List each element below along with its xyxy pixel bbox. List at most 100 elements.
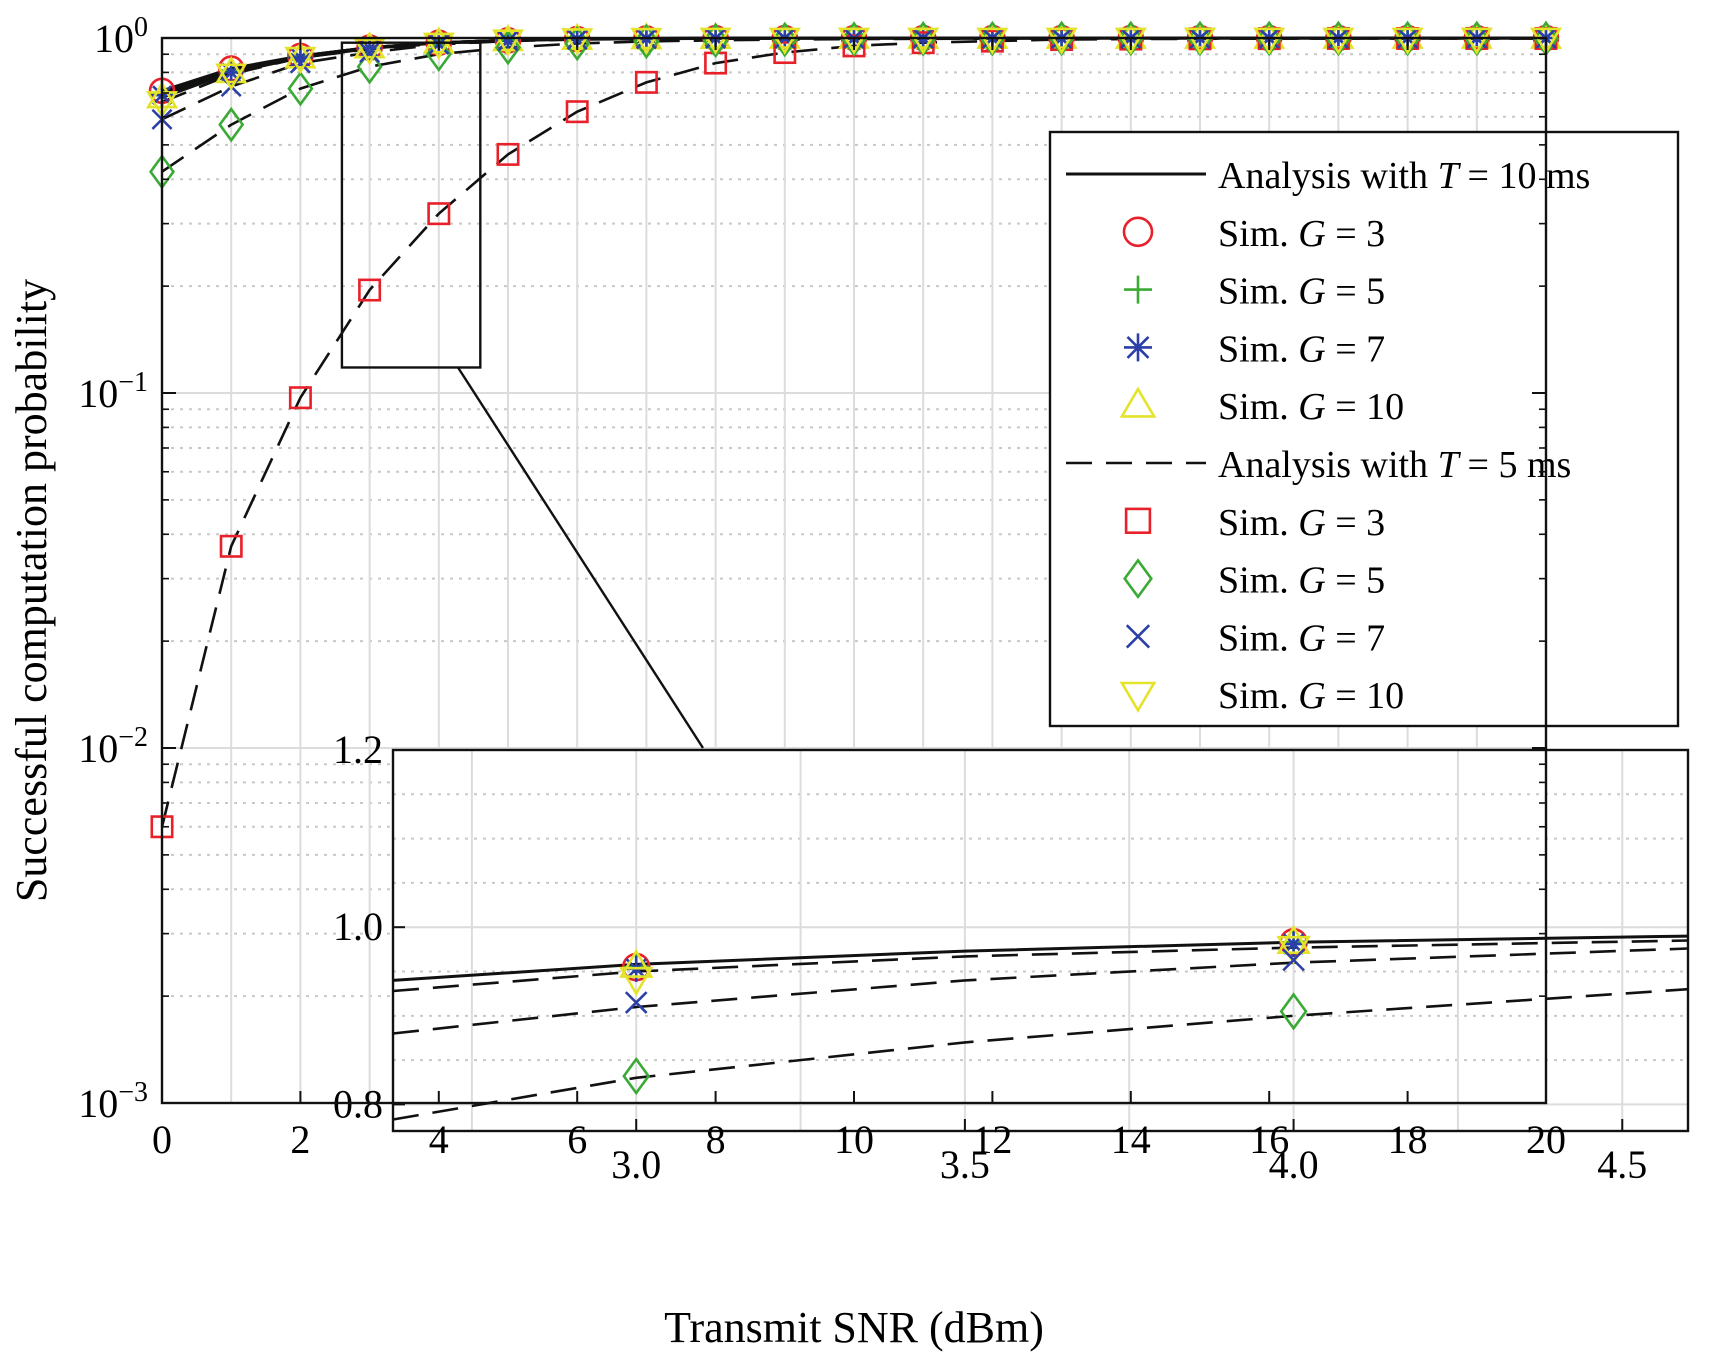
x-axis-label: Transmit SNR (dBm) <box>664 1303 1044 1352</box>
legend-label: Sim. G = 7 <box>1218 328 1385 370</box>
inset-frame <box>391 748 1690 1133</box>
marker-asterisk <box>1124 333 1152 362</box>
inset-curve <box>392 934 1689 982</box>
marker-triangle-up <box>1183 21 1217 49</box>
y-tick-label: 100 <box>94 12 148 61</box>
marker-x <box>497 30 519 52</box>
x-tick-label: 14 <box>1111 1117 1151 1162</box>
marker-triangle-up <box>422 26 455 54</box>
marker-triangle-down <box>491 29 525 57</box>
inset-y-tick-label: 1.0 <box>333 904 383 949</box>
marker-triangle-down <box>1322 27 1355 55</box>
marker-square <box>565 100 589 124</box>
marker-triangle-up <box>1119 386 1157 418</box>
marker-triangle-down <box>1045 27 1078 55</box>
legend-label: Analysis with T = 5 ms <box>1218 444 1571 486</box>
marker-asterisk <box>219 60 244 85</box>
x-tick-label: 0 <box>152 1117 172 1162</box>
marker-triangle-up <box>618 948 654 978</box>
marker-triangle-down <box>561 28 594 56</box>
marker-x <box>1125 624 1151 649</box>
marker-square <box>1124 507 1152 534</box>
marker-x <box>359 42 381 64</box>
marker-triangle-up <box>907 21 940 49</box>
marker-square <box>358 278 382 302</box>
marker-triangle-up <box>215 56 248 84</box>
x-tick-label: 8 <box>706 1117 726 1162</box>
x-tick-label: 2 <box>290 1117 310 1162</box>
marker-asterisk <box>288 45 313 70</box>
inset-curve <box>392 939 1689 993</box>
marker-triangle-down <box>976 27 1009 55</box>
inset-y-tick-label: 1.2 <box>333 727 383 772</box>
marker-diamond <box>1123 558 1153 600</box>
marker-diamond <box>425 36 452 73</box>
marker-square <box>427 202 451 226</box>
y-axis-label: Successful computation probability <box>7 279 56 902</box>
inset-curve <box>392 947 1689 1035</box>
marker-triangle-down <box>422 32 455 60</box>
marker-diamond <box>702 22 729 59</box>
x-tick-label: 18 <box>1388 1117 1428 1162</box>
marker-triangle-down <box>1253 27 1286 55</box>
inset-curve <box>392 987 1689 1121</box>
legend-label: Sim. G = 10 <box>1218 386 1404 428</box>
marker-triangle-down <box>1114 27 1147 55</box>
x-tick-label: 6 <box>567 1117 587 1162</box>
marker-triangle-down <box>618 966 654 997</box>
zoom-indicator <box>340 41 705 749</box>
marker-triangle-up <box>1276 924 1311 954</box>
marker-triangle-down <box>1276 935 1311 966</box>
inset-x-tick-label: 4.0 <box>1269 1142 1319 1187</box>
legend-label: Sim. G = 3 <box>1218 213 1385 255</box>
marker-square <box>219 534 243 558</box>
marker-plus <box>1124 275 1152 304</box>
inset-x-tick-label: 3.0 <box>611 1142 661 1187</box>
marker-square <box>496 142 520 166</box>
marker-triangle-down <box>1391 27 1424 55</box>
marker-square <box>773 41 797 65</box>
inset-x-tick-label: 3.5 <box>940 1142 990 1187</box>
marker-triangle-up <box>1045 21 1078 49</box>
marker-triangle-down <box>353 38 386 66</box>
legend-label: Sim. G = 5 <box>1218 271 1385 313</box>
marker-triangle-down <box>1183 27 1217 55</box>
marker-diamond <box>771 21 798 58</box>
marker-asterisk <box>1280 931 1307 958</box>
zoom-rectangle <box>340 41 482 369</box>
marker-diamond <box>287 70 314 107</box>
marker-triangle-up <box>768 21 801 49</box>
legend: Analysis with T = 10 ms Sim. G = 3 Sim. G … <box>1048 130 1680 728</box>
legend-box <box>1048 130 1680 728</box>
marker-triangle-down <box>768 27 801 55</box>
inset-plot: 0.81.01.23.0 3.5 4.0 4.5 <box>333 727 1690 1187</box>
marker-triangle-down <box>699 27 732 55</box>
marker-asterisk <box>357 36 382 61</box>
legend-label: Sim. G = 10 <box>1218 675 1404 717</box>
marker-diamond <box>1279 992 1308 1031</box>
marker-triangle-down <box>215 63 248 91</box>
marker-x <box>1282 948 1305 972</box>
x-tick-label: 4 <box>429 1117 449 1162</box>
marker-diamond <box>218 106 245 143</box>
marker-square <box>288 386 312 410</box>
inset-x-tick-label: 4.5 <box>1597 1142 1647 1187</box>
marker-triangle-down <box>630 27 663 55</box>
legend-label: Sim. G = 3 <box>1218 502 1385 544</box>
marker-triangle-down <box>1119 681 1157 713</box>
marker-diamond <box>633 23 660 60</box>
y-tick-label: 10−3 <box>78 1077 148 1126</box>
marker-triangle-down <box>837 27 871 55</box>
y-tick-label: 10−2 <box>78 722 148 771</box>
x-tick-label: 10 <box>834 1117 874 1162</box>
y-tick-label: 10−1 <box>78 367 148 416</box>
marker-diamond <box>622 1056 651 1096</box>
marker-square <box>634 70 658 94</box>
marker-triangle-down <box>1460 27 1493 55</box>
marker-x <box>289 52 311 74</box>
marker-triangle-down <box>907 27 940 55</box>
legend-label: Analysis with T = 10 ms <box>1218 155 1590 197</box>
x-tick-label: 20 <box>1526 1117 1566 1162</box>
legend-label: Sim. G = 7 <box>1218 617 1385 659</box>
